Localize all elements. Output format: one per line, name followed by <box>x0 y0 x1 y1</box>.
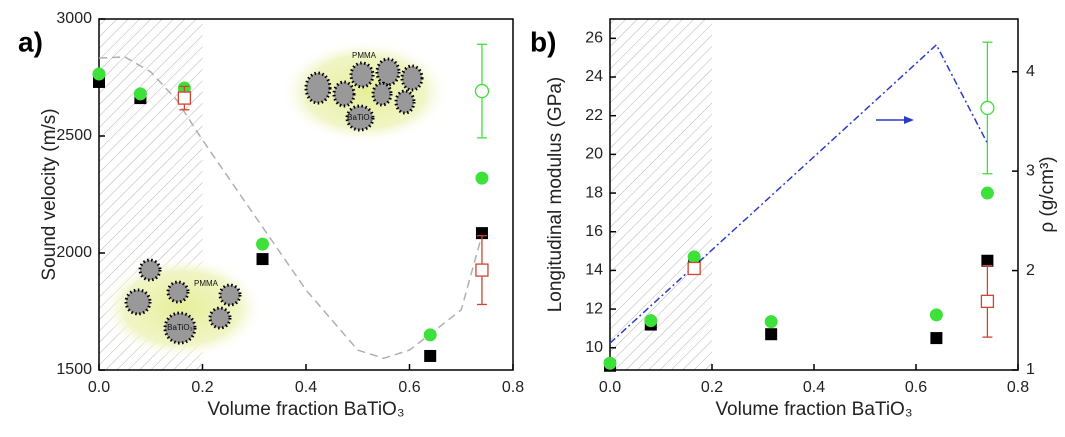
series-line <box>98 56 483 360</box>
y-tick-label: 26 <box>585 30 603 47</box>
x-tick-label: 0.6 <box>398 379 420 396</box>
marker <box>133 87 147 101</box>
marker <box>256 253 269 266</box>
y-tick-label: 16 <box>585 223 603 240</box>
y2-tick-label: 2 <box>1026 262 1035 279</box>
inset-label: BaTiO₃ <box>167 323 193 332</box>
y-tick-label: 20 <box>585 146 603 163</box>
x-tick-label: 0.8 <box>1007 379 1029 396</box>
insets: PMMA BaTiO₃ PMMA BaTiO₃ <box>100 40 450 360</box>
x-tick-label: 0.2 <box>191 379 213 396</box>
marker <box>687 250 701 264</box>
panel: PMMA BaTiO₃ PMMA BaTiO₃ 0.0 0.2 0.4 0.6 0.8 1… <box>18 10 524 420</box>
marker <box>981 254 994 267</box>
x-tick-label: 0.0 <box>599 379 621 396</box>
marker <box>474 83 490 99</box>
marker <box>980 186 994 200</box>
marker <box>929 308 943 322</box>
marker <box>423 328 437 342</box>
y-axis-label: Sound velocity (m/s) <box>39 108 60 280</box>
marker <box>603 356 617 370</box>
x-axis-label: Volume fraction BaTiO₃ <box>715 399 912 420</box>
marker <box>980 100 995 116</box>
marker <box>764 315 778 329</box>
inset-label: BaTiO₃ <box>347 113 373 122</box>
marker <box>687 261 701 276</box>
x-axis-label: Volume fraction BaTiO₃ <box>207 399 404 420</box>
marker <box>930 332 943 345</box>
x-tick-label: 0.6 <box>905 379 927 396</box>
y2-tick-label: 1 <box>1026 361 1035 378</box>
y-tick-label: 10 <box>585 339 603 356</box>
y-tick-label: 3000 <box>56 10 92 27</box>
y-tick-label: 14 <box>585 262 603 279</box>
marker <box>256 237 270 251</box>
y-tick-label: 1500 <box>56 361 92 378</box>
x-tick-label: 0.8 <box>502 379 524 396</box>
y-tick-label: 22 <box>585 107 603 124</box>
y2-tick-label: 4 <box>1026 63 1035 80</box>
marker <box>644 314 658 328</box>
inset-label: PMMA <box>194 279 219 288</box>
arrow <box>876 116 914 124</box>
series-line <box>609 43 989 344</box>
y-axis-label: Longitudinal modulus (GPa) <box>545 77 566 313</box>
y2-tick-label: 3 <box>1026 162 1035 179</box>
marker <box>92 67 106 81</box>
panel: 0.0 0.2 0.4 0.6 0.81012141618202224261234b)V… <box>530 18 1058 420</box>
marker <box>177 91 192 105</box>
y-tick-label: 24 <box>585 68 603 85</box>
inset-bottom: PMMA BaTiO₃ <box>100 256 264 360</box>
inset-label: PMMA <box>352 51 377 60</box>
marker <box>980 294 995 308</box>
marker <box>765 328 778 341</box>
x-tick-label: 0.4 <box>295 379 317 396</box>
y-tick-label: 2000 <box>56 244 92 261</box>
panel-label: a) <box>18 26 43 57</box>
y-tick-label: 18 <box>585 184 603 201</box>
x-tick-label: 0.2 <box>701 379 723 396</box>
inset-top: PMMA BaTiO₃ <box>280 40 450 144</box>
y-tick-label: 2500 <box>56 127 92 144</box>
shaded-region <box>610 19 712 370</box>
marker <box>475 263 489 277</box>
marker <box>475 171 489 185</box>
marker <box>424 349 437 362</box>
x-tick-label: 0.4 <box>803 379 825 396</box>
x-tick-label: 0.0 <box>88 379 110 396</box>
y2-axis-label: ρ (g/cm³) <box>1037 156 1058 232</box>
panel-label: b) <box>530 26 556 57</box>
y-tick-label: 12 <box>585 300 603 317</box>
